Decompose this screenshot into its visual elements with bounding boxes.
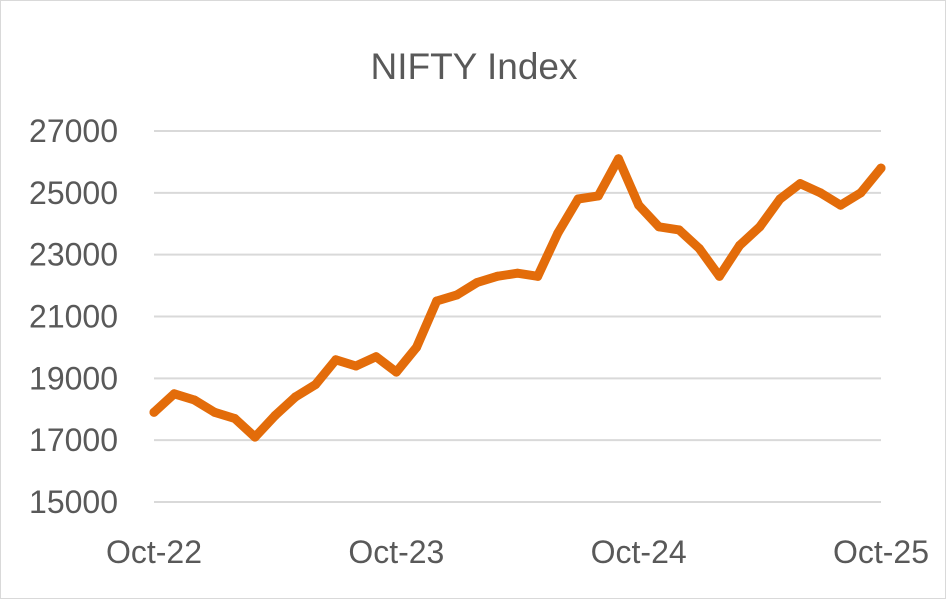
y-tick-label: 21000 [29,299,118,335]
y-tick-label: 23000 [29,237,118,273]
y-tick-label: 19000 [29,360,118,396]
data-point [593,191,603,201]
data-point [290,392,300,402]
data-point [634,200,644,210]
data-point [492,271,502,281]
data-point [311,380,321,389]
data-point [351,361,361,371]
y-tick-label: 25000 [29,175,118,211]
x-tick-label: Oct-22 [106,534,202,570]
data-point [210,407,220,417]
data-point [856,188,866,198]
data-point [815,188,825,198]
data-point [876,163,886,173]
data-point [654,222,664,232]
data-point [694,244,704,253]
x-tick-label: Oct-23 [348,534,444,570]
y-tick-label: 27000 [29,113,118,149]
data-point [795,179,805,189]
x-tick-label: Oct-24 [591,534,687,570]
data-point [189,395,199,405]
y-axis-ticks: 27000 25000 23000 21000 19000 17000 15000 [29,113,118,520]
data-point [533,271,543,281]
data-point [412,342,421,352]
chart-title: NIFTY Index [370,46,578,87]
data-point [714,271,724,281]
data-point [836,200,846,210]
series-layer [149,154,886,442]
data-point [573,194,583,204]
data-point [452,290,462,300]
data-point [735,240,745,250]
y-tick-label: 17000 [29,422,118,458]
data-point [230,414,240,423]
series-line [149,154,886,442]
x-tick-label: Oct-25 [833,534,929,570]
data-point [432,296,442,306]
data-point [614,154,623,164]
data-point [250,432,260,442]
gridlines [154,130,881,503]
x-axis-ticks: Oct-22 Oct-23 Oct-24 Oct-25 [106,534,929,570]
data-point [674,225,684,235]
data-point [270,410,280,420]
data-point [149,407,159,417]
data-point [755,222,765,232]
data-point [391,367,401,377]
data-point [169,389,179,399]
data-point [472,278,482,287]
data-point [775,194,785,204]
y-tick-label: 15000 [29,484,118,520]
data-point [371,352,381,362]
data-point [331,355,341,365]
data-point [553,228,563,238]
data-point [513,268,522,278]
